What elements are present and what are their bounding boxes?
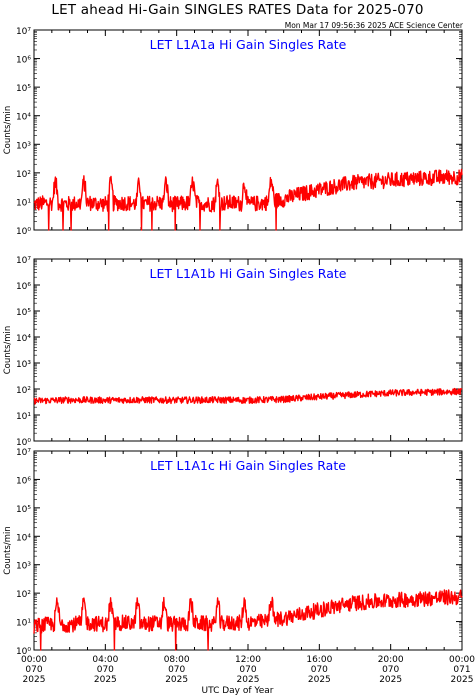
y-tick-label: 10⁶ — [16, 282, 31, 292]
series-line — [33, 387, 463, 405]
page-title: LET ahead Hi-Gain SINGLES RATES Data for… — [51, 2, 424, 18]
x-tick-label: 20:00 — [378, 655, 404, 665]
y-tick-label: 10² — [16, 590, 31, 600]
x-tick-label: 08:00 — [164, 655, 190, 665]
y-tick-label: 10⁴ — [16, 334, 31, 344]
x-tick-label: 2025 — [165, 675, 188, 685]
x-tick-label: 16:00 — [306, 655, 332, 665]
y-tick-label: 10³ — [16, 562, 31, 572]
y-tick-label: 10⁷ — [16, 448, 31, 458]
y-tick-label: 10⁴ — [16, 533, 31, 543]
x-tick-label: 2025 — [94, 675, 117, 685]
x-tick-label: 2025 — [379, 675, 402, 685]
y-tick-label: 10⁰ — [16, 647, 31, 657]
series-line — [33, 589, 463, 651]
panel-title: LET L1A1b Hi Gain Singles Rate — [150, 266, 347, 281]
x-tick-label: 070 — [97, 665, 114, 675]
panel-title: LET L1A1c Hi Gain Singles Rate — [150, 458, 346, 473]
x-tick-label: 04:00 — [92, 655, 118, 665]
y-axis-label: Counts/min — [3, 106, 13, 155]
y-tick-label: 10⁵ — [16, 84, 31, 94]
y-axis-label: Counts/min — [3, 326, 13, 375]
x-tick-label: 00:00 — [449, 655, 475, 665]
y-axis-label: Counts/min — [3, 526, 13, 575]
y-tick-label: 10⁷ — [16, 256, 31, 266]
x-tick-label: 070 — [168, 665, 185, 675]
y-tick-label: 10⁰ — [16, 438, 31, 448]
series-line — [33, 168, 463, 231]
y-tick-label: 10² — [16, 386, 31, 396]
x-tick-label: 070 — [239, 665, 256, 675]
y-tick-label: 10⁵ — [16, 308, 31, 318]
y-tick-label: 10⁰ — [16, 227, 31, 237]
x-tick-label: 2025 — [237, 675, 260, 685]
y-tick-label: 10⁵ — [16, 505, 31, 515]
x-tick-label: 2025 — [308, 675, 331, 685]
plot-frame — [33, 258, 463, 442]
x-tick-label: 070 — [25, 665, 42, 675]
y-tick-label: 10¹ — [16, 619, 31, 629]
y-tick-label: 10⁶ — [16, 476, 31, 486]
y-tick-label: 10³ — [16, 141, 31, 151]
y-tick-label: 10⁴ — [16, 113, 31, 123]
chart-panel-1: 10⁰ 10¹ 10² 10³ 10⁴ 10⁵ 10⁶ 10⁷ Counts/min LET L1… — [3, 27, 463, 237]
x-axis-label: UTC Day of Year — [201, 686, 274, 696]
y-tick-label: 10⁶ — [16, 56, 31, 66]
x-tick-label: 12:00 — [235, 655, 261, 665]
generated-timestamp: Mon Mar 17 09:56:36 2025 ACE Science Cen… — [284, 21, 463, 30]
x-tick-label: 2025 — [23, 675, 46, 685]
panel-title: LET L1A1a Hi Gain Singles Rate — [150, 37, 347, 52]
y-tick-label: 10² — [16, 170, 31, 180]
x-tick-label: 070 — [311, 665, 328, 675]
x-tick-label: 071 — [453, 665, 470, 675]
x-tick-label: 00:00 — [21, 655, 47, 665]
y-tick-label: 10³ — [16, 360, 31, 370]
x-tick-label: 070 — [382, 665, 399, 675]
y-tick-label: 10⁷ — [16, 27, 31, 37]
chart-panel-2: 10⁰ 10¹ 10² 10³ 10⁴ 10⁵ 10⁶ 10⁷ Counts/min LET L1… — [3, 256, 463, 448]
y-tick-label: 10¹ — [16, 412, 31, 422]
x-tick-label: 2025 — [451, 675, 474, 685]
chart-panel-3: 10⁰ 10¹ 10² 10³ 10⁴ 10⁵ 10⁶ 10⁷ Counts/min LET L1… — [3, 448, 475, 685]
y-tick-label: 10¹ — [16, 198, 31, 208]
